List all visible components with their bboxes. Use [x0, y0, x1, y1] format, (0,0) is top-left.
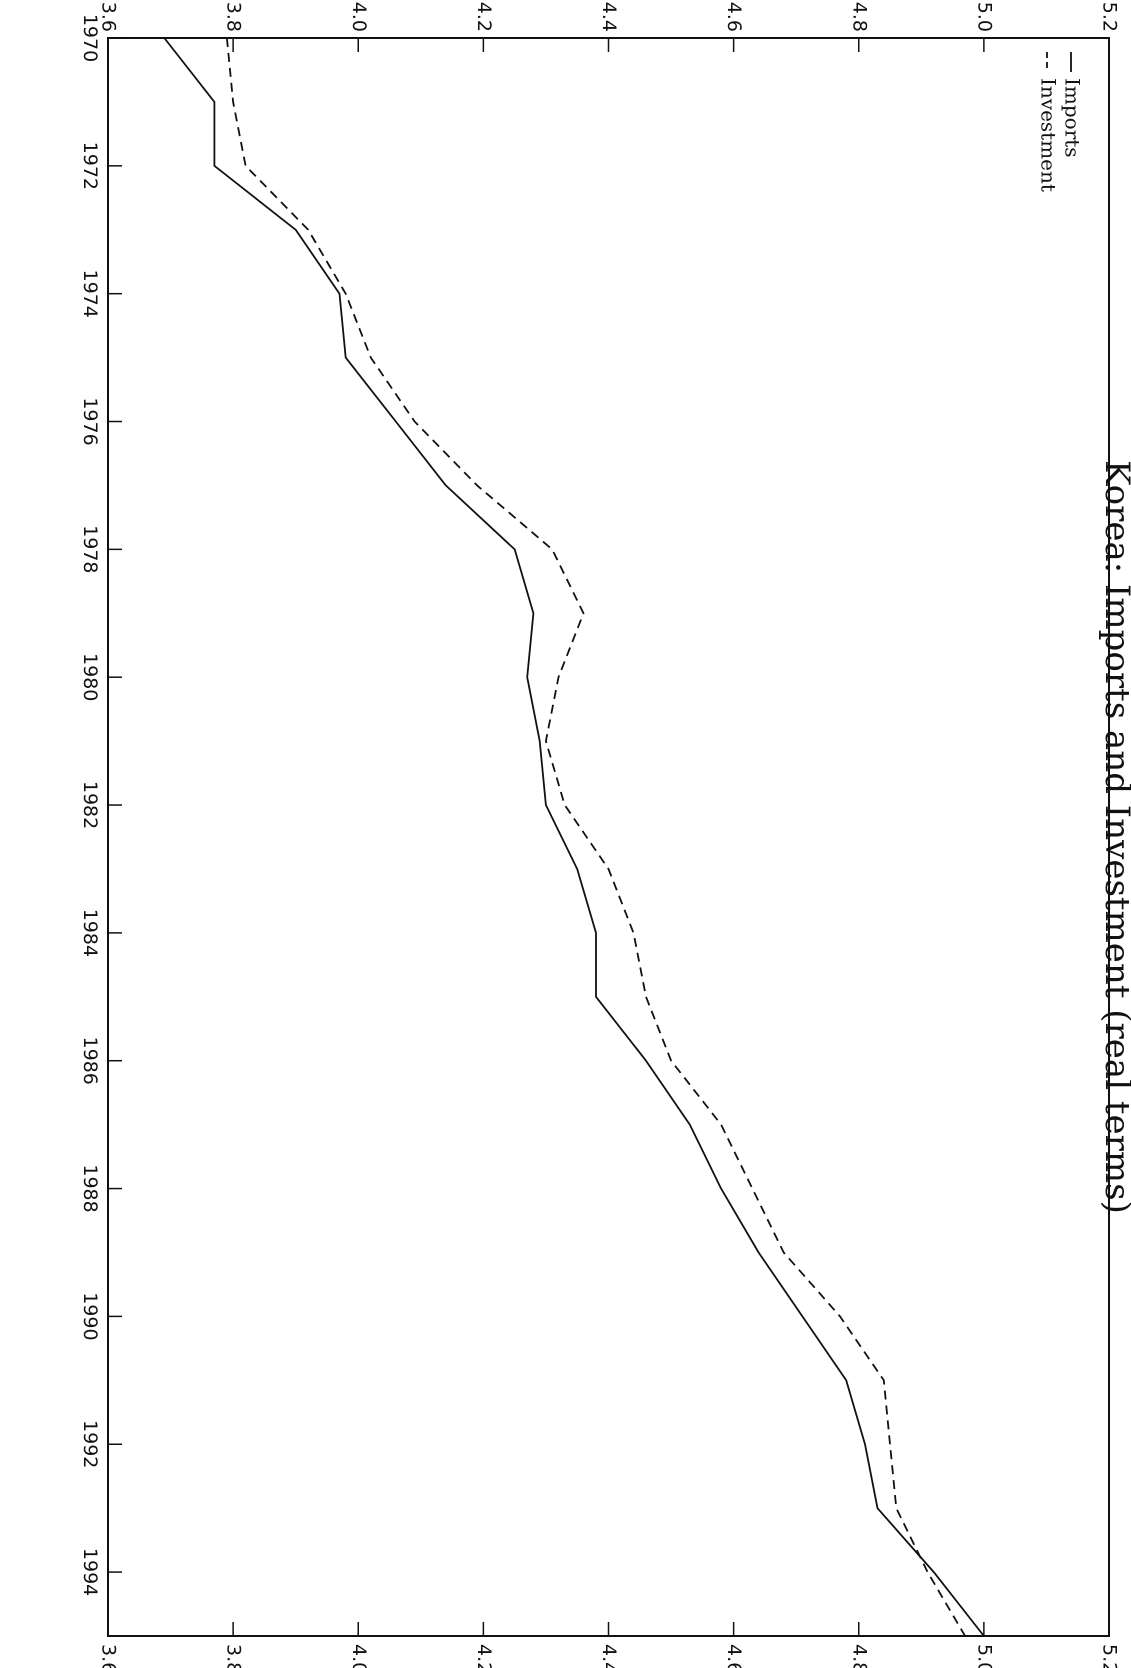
series-line-investment: [226, 37, 966, 1637]
plot-frame: [107, 37, 1110, 1637]
x-tick-label: 1986: [79, 1037, 101, 1085]
y-tick-label-right: 5.0: [973, 1644, 995, 1668]
y-tick-label-right: 3.8: [223, 1644, 245, 1668]
y-tick-label-right: 4.6: [723, 1644, 745, 1668]
y-tick-label-left: 3.6: [98, 2, 120, 32]
y-tick-label-left: 3.8: [223, 2, 245, 32]
y-tick-label-right: 4.0: [348, 1644, 370, 1668]
x-tick-label: 1990: [79, 1292, 101, 1340]
x-tick-label: 1970: [79, 14, 101, 62]
x-tick-label: 1994: [79, 1548, 101, 1596]
x-tick-label: 1984: [79, 909, 101, 957]
series-layer: [163, 37, 985, 1637]
series-line-imports: [163, 37, 985, 1637]
x-tick-label: 1982: [79, 781, 101, 829]
x-tick-label: 1976: [79, 397, 101, 445]
y-tick-label-right: 3.6: [98, 1644, 120, 1668]
x-tick-label: 1972: [79, 142, 101, 190]
y-tick-label-left: 5.2: [1099, 2, 1121, 32]
y-tick-label-left: 4.8: [848, 2, 870, 32]
y-tick-label-left: 4.2: [473, 2, 495, 32]
y-tick-label-right: 5.2: [1099, 1644, 1121, 1668]
x-tick-label: 1978: [79, 525, 101, 573]
legend-label: Investment: [1037, 78, 1061, 192]
y-tick-label-left: 4.4: [598, 2, 620, 32]
y-tick-label-right: 4.4: [598, 1644, 620, 1668]
y-tick-label-left: 4.6: [723, 2, 745, 32]
y-tick-label-left: 5.0: [973, 2, 995, 32]
y-tick-label-right: 4.8: [848, 1644, 870, 1668]
y-tick-label-left: 4.0: [348, 2, 370, 32]
ticks-layer: 1970 1972 1974 1976 1978 1980 1982 1984 1986 1988…: [79, 2, 1121, 1668]
x-tick-label: 1992: [79, 1420, 101, 1468]
x-tick-label: 1988: [79, 1164, 101, 1212]
legend-label: Imports: [1061, 78, 1085, 158]
x-tick-label: 1980: [79, 653, 101, 701]
x-tick-label: 1974: [79, 270, 101, 318]
chart-title: Korea: Imports and Investment (real term…: [1097, 460, 1131, 1214]
y-tick-label-right: 4.2: [473, 1644, 495, 1668]
